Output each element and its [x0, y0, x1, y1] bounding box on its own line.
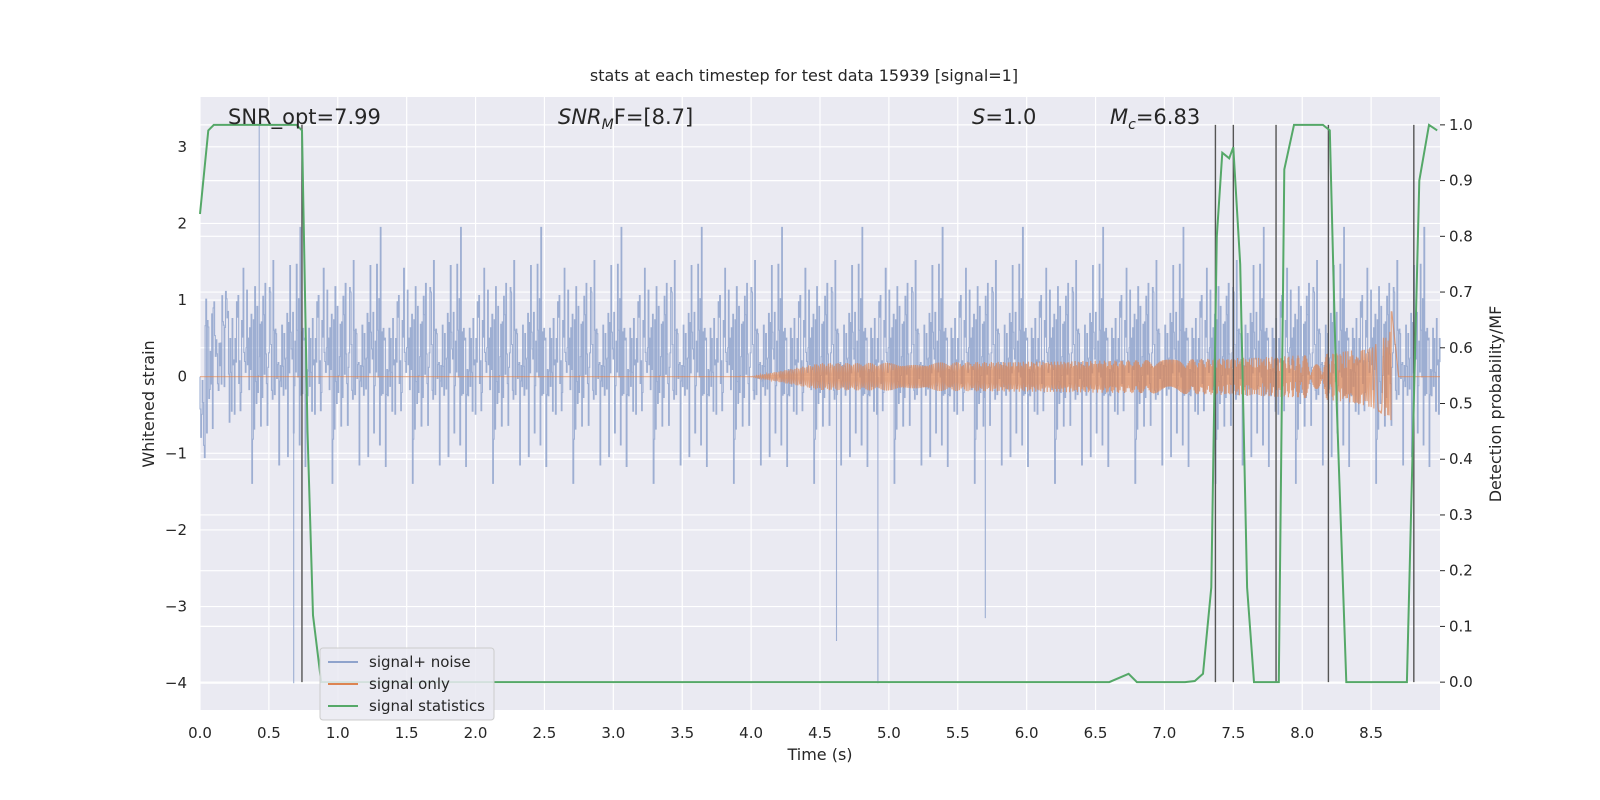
signal-only-line [200, 311, 1440, 421]
y2-tick-label: 0.9 [1449, 172, 1473, 190]
annotation-snr-mf: SNRMF=[8.7] [558, 105, 693, 133]
legend-label-signal-noise: signal+ noise [369, 653, 471, 671]
x-tick-label: 2.5 [533, 724, 557, 742]
x-tick-label: 4.0 [739, 724, 763, 742]
x-tick-label: 8.0 [1290, 724, 1314, 742]
y2-axis-label: Detection probability/MF [1486, 306, 1505, 503]
x-tick-label: 6.0 [1015, 724, 1039, 742]
y-tick-label: 2 [177, 214, 187, 232]
legend-label-signal-statistics: signal statistics [369, 697, 485, 715]
x-tick-label: 5.0 [877, 724, 901, 742]
annotation-snr-mf-base: SNR [558, 105, 602, 129]
series-signal-only [200, 311, 1440, 421]
chart-title: stats at each timestep for test data 159… [590, 66, 1018, 85]
x-tick-label: 1.5 [395, 724, 419, 742]
x-tick-label: 0.0 [188, 724, 212, 742]
legend-box [319, 647, 495, 721]
annotation-s: S=1.0 [972, 105, 1036, 129]
y2-tick-label: 0.5 [1449, 395, 1473, 413]
y-tick-label: 1 [177, 291, 187, 309]
x-tick-label: 8.5 [1359, 724, 1383, 742]
y-tick-label: −4 [165, 674, 187, 692]
x-tick-label: 0.5 [257, 724, 281, 742]
series-signal-noise [199, 123, 1441, 684]
x-tick-label: 7.5 [1221, 724, 1245, 742]
x-tick-label: 2.0 [464, 724, 488, 742]
x-tick-label: 6.5 [1084, 724, 1108, 742]
x-axis-label: Time (s) [786, 745, 852, 764]
y2-axis-ticks: 1.0 0.9 0.8 0.7 0.6 0.5 0.4 0.3 0.2 0.1 0.0 [1440, 116, 1473, 691]
y-tick-label: 3 [177, 138, 187, 156]
y2-tick-label: 0.3 [1449, 506, 1473, 524]
annotation-s-label: S [972, 105, 985, 129]
legend-label-signal-only: signal only [369, 675, 450, 693]
x-axis-ticks: 0.0 0.5 1.0 1.5 2.0 2.5 3.0 3.5 4.0 4.5 5.0 5.5 6.0 6… [188, 724, 1383, 742]
x-tick-label: 7.0 [1153, 724, 1177, 742]
annotation-mc-sub: c [1128, 117, 1136, 133]
annotation-mc: Mc=6.83 [1110, 105, 1200, 133]
y2-tick-label: 1.0 [1449, 116, 1473, 134]
x-tick-label: 3.0 [601, 724, 625, 742]
y-tick-label: −3 [165, 598, 187, 616]
x-tick-label: 4.5 [808, 724, 832, 742]
annotation-snr-mf-sub: M [602, 117, 614, 133]
signal-statistics-line [199, 123, 1438, 684]
y-tick-label: 0 [177, 368, 187, 386]
x-tick-label: 3.5 [670, 724, 694, 742]
y-axis-label: Whitened strain [139, 340, 158, 467]
y2-tick-label: 0.0 [1449, 673, 1473, 691]
y2-tick-label: 0.8 [1449, 227, 1473, 245]
annotation-snr-opt: SNR_opt=7.99 [228, 105, 381, 130]
annotation-mc-base: M [1110, 105, 1128, 129]
y-tick-label: −2 [165, 521, 187, 539]
annotation-mc-value: =6.83 [1136, 105, 1200, 129]
series-signal-statistics [199, 123, 1438, 684]
x-tick-label: 5.5 [946, 724, 970, 742]
annotation-snr-mf-rest: F=[8.7] [614, 105, 693, 129]
y2-tick-label: 0.6 [1449, 339, 1473, 357]
threshold-lines [301, 124, 1415, 683]
signal-noise-line [199, 123, 1441, 684]
y2-tick-label: 0.2 [1449, 562, 1473, 580]
annotation-s-value: =1.0 [985, 105, 1036, 129]
x-tick-label: 1.0 [326, 724, 350, 742]
y2-tick-label: 0.1 [1449, 617, 1473, 635]
legend: signal+ noise signal only signal statist… [319, 647, 495, 721]
y2-tick-label: 0.4 [1449, 450, 1473, 468]
y-tick-label: −1 [165, 444, 187, 462]
y2-tick-label: 0.7 [1449, 283, 1473, 301]
y-axis-ticks: 3 2 1 0 −1 −2 −3 −4 [165, 138, 187, 692]
